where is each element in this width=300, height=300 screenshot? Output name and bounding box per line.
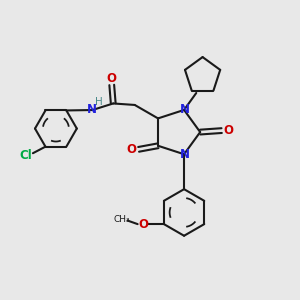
Text: CH₃: CH₃ [113,214,130,224]
Text: N: N [87,103,97,116]
Text: O: O [107,72,117,85]
Text: O: O [223,124,233,137]
Text: Cl: Cl [20,149,32,162]
Text: N: N [180,148,190,161]
Text: H: H [95,97,103,107]
Text: N: N [180,103,190,116]
Text: O: O [138,218,148,231]
Text: O: O [127,143,136,157]
